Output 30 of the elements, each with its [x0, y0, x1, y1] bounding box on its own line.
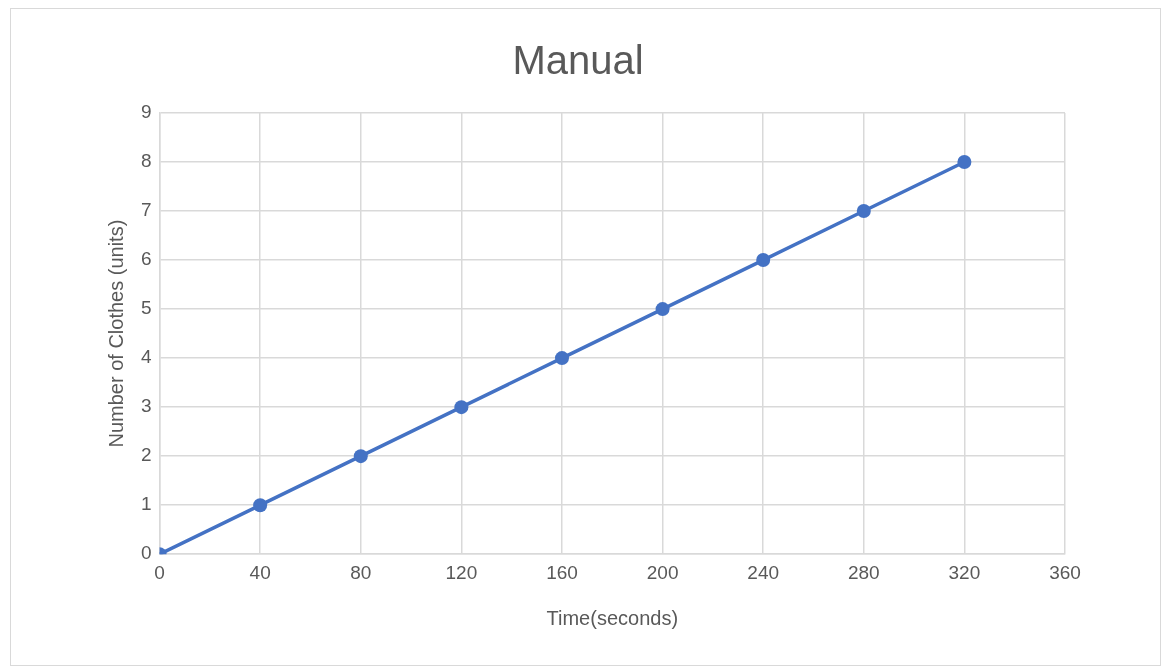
point [957, 155, 972, 170]
point [353, 449, 368, 464]
y-tick-label: 4 [140, 346, 152, 368]
x-tick-label: 360 [1049, 561, 1081, 583]
point [756, 253, 771, 268]
x-tick-label: 240 [747, 561, 780, 583]
x-tick-label: 80 [350, 561, 372, 583]
point [856, 204, 871, 219]
x-axis-title: Time(seconds) [546, 606, 679, 629]
point [655, 302, 670, 317]
y-tick-label: 2 [140, 444, 152, 466]
x-tick-label: 280 [847, 561, 880, 583]
chart-title: Manual [512, 38, 644, 83]
y-tick-label: 8 [140, 150, 152, 172]
y-tick-label: 7 [140, 199, 152, 221]
x-tick-label: 40 [249, 561, 271, 583]
point [454, 400, 469, 415]
point [253, 498, 268, 513]
y-axis-title: Number of Clothes (units) [104, 219, 127, 448]
y-tick-label: 5 [140, 297, 152, 319]
point [554, 351, 569, 366]
y-tick-label: 6 [140, 248, 152, 270]
x-tick-label: 120 [445, 561, 478, 583]
x-tick-label: 320 [948, 561, 981, 583]
x-tick-label: 200 [646, 561, 679, 583]
y-tick-label: 0 [140, 542, 152, 564]
y-tick-label: 9 [140, 101, 152, 123]
x-tick-label: 160 [546, 561, 578, 583]
y-tick-label: 1 [140, 493, 152, 515]
y-tick-label: 3 [140, 395, 152, 417]
